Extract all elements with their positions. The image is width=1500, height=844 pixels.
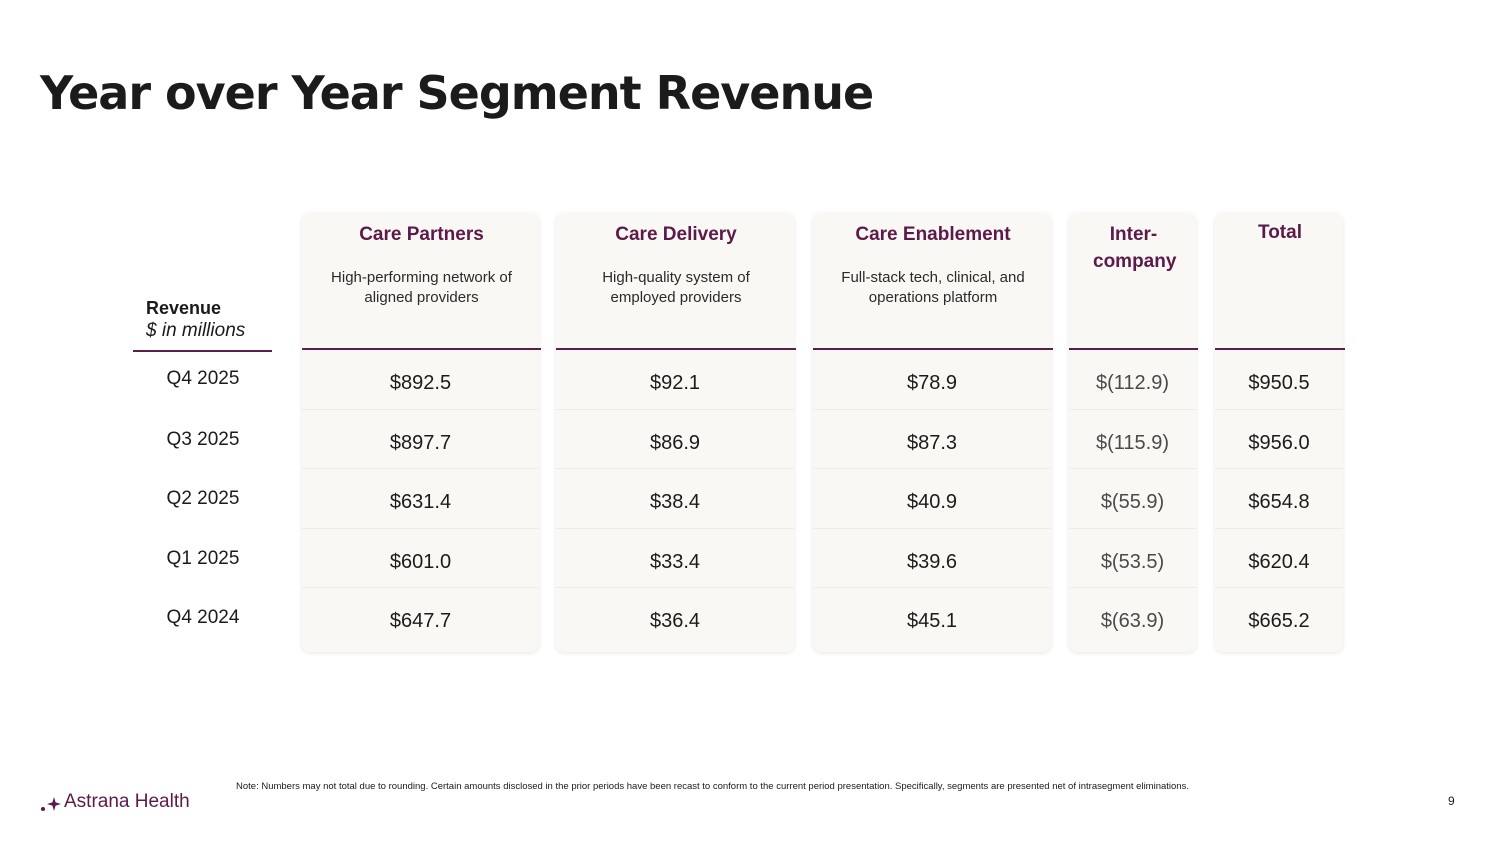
column-description: High-quality system of employed provider… [602, 269, 750, 306]
table-cell: $654.8 [1215, 469, 1343, 529]
table-cell: $897.7 [302, 410, 539, 470]
page-title: Year over Year Segment Revenue [40, 66, 874, 120]
table-cell: $956.0 [1215, 410, 1343, 470]
column-care-partners: Care Partners High-performing network of… [302, 213, 541, 652]
sparkle-icon [41, 797, 61, 811]
table-cell: $(55.9) [1069, 469, 1196, 529]
column-header: Care Partners High-performing network of… [302, 213, 541, 350]
column-care-delivery: Care Delivery High-quality system of emp… [556, 213, 796, 652]
table-cell: $(115.9) [1069, 410, 1196, 470]
table-cell: $(63.9) [1100, 610, 1165, 633]
table-cell: $(112.9) [1069, 350, 1196, 410]
table-cell: $647.7 [389, 610, 452, 633]
table-cell: $(53.5) [1069, 529, 1196, 589]
table-cell: $86.9 [556, 410, 794, 470]
table-cell: $892.5 [302, 350, 539, 410]
table-cell: $40.9 [813, 469, 1051, 529]
table-cell: $601.0 [302, 529, 539, 589]
table-cell: $33.4 [556, 529, 794, 589]
revenue-label: Revenue [146, 298, 222, 318]
table-cell: $620.4 [1215, 529, 1343, 589]
column-care-enablement: Care Enablement Full-stack tech, clinica… [813, 213, 1053, 652]
page-number: 9 [1448, 794, 1455, 808]
column-intercompany: Inter-company $(112.9) $(115.9) $(55.9) … [1069, 213, 1198, 652]
column-description: High-performing network of aligned provi… [331, 269, 512, 306]
column-header: Inter-company [1069, 213, 1198, 350]
table-cell: $45.1 [906, 610, 958, 633]
column-total: Total $950.5 $956.0 $654.8 $620.4 $665.2 [1215, 213, 1345, 652]
period-label: Q3 2025 [166, 428, 240, 450]
period-label: Q4 2025 [166, 368, 240, 389]
table-cell: $92.1 [556, 350, 794, 410]
table-cell: $631.4 [302, 469, 539, 529]
column-header: Care Delivery High-quality system of emp… [556, 213, 796, 350]
column-header: Total [1215, 213, 1345, 350]
period-label: Q1 2025 [166, 547, 240, 569]
table-cell: $38.4 [556, 469, 794, 529]
table-cell: $39.6 [813, 529, 1051, 589]
column-name: Inter-company [1093, 224, 1177, 272]
table-cell: $36.4 [649, 610, 701, 633]
column-name: Care Partners [359, 224, 484, 245]
footnote: Note: Numbers may not total due to round… [236, 781, 1189, 792]
column-name: Care Enablement [855, 224, 1011, 245]
column-name: Care Delivery [615, 224, 737, 245]
logo-text: Astrana Health [64, 791, 190, 812]
column-name: Total [1258, 222, 1302, 243]
table-cell: $78.9 [813, 350, 1051, 410]
table-cell: $665.2 [1248, 610, 1310, 633]
column-description: Full-stack tech, clinical, and operation… [841, 269, 1025, 306]
table-cell: $87.3 [813, 410, 1051, 470]
revenue-unit: $ in millions [146, 320, 246, 341]
table-cell: $950.5 [1215, 350, 1343, 410]
period-labels: Q4 2025 Q3 2025 Q2 2025 Q1 2025 Q4 2024 [133, 350, 273, 648]
period-label: Q4 2024 [166, 607, 240, 629]
column-header: Care Enablement Full-stack tech, clinica… [813, 213, 1053, 350]
period-label: Q2 2025 [166, 488, 240, 510]
revenue-header: Revenue $ in millions [133, 297, 272, 352]
